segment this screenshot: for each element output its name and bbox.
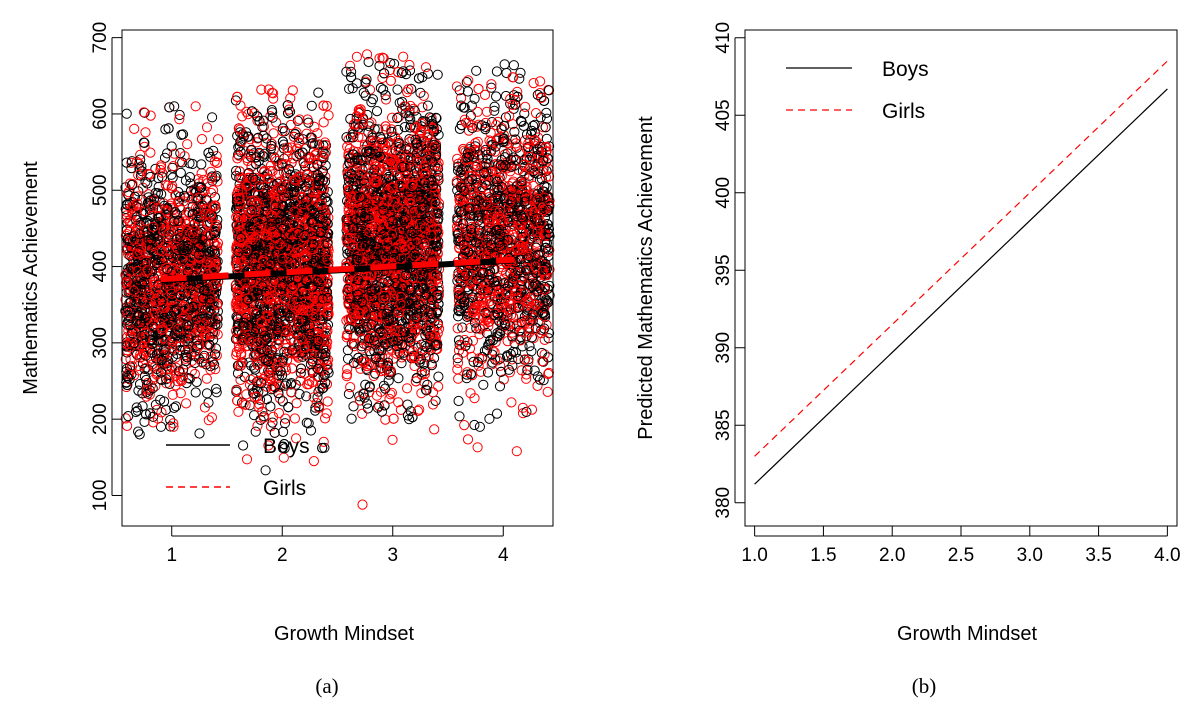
scatter-point: [207, 112, 218, 123]
scatter-point: [535, 76, 546, 87]
scatter-point: [345, 382, 356, 393]
scatter-point: [494, 381, 506, 392]
scatter-point: [201, 373, 212, 384]
scatter-point: [486, 82, 497, 93]
scatter-point: [506, 397, 517, 408]
scatter-point: [501, 67, 512, 79]
scatter-point: [391, 348, 402, 359]
scatter-point: [346, 413, 357, 424]
scatter-point: [311, 397, 322, 409]
scatter-point: [351, 51, 362, 62]
scatter-point: [384, 64, 395, 76]
scatter-point: [121, 108, 132, 119]
scatter-point: [388, 413, 399, 424]
scatter-point: [422, 68, 434, 79]
scatter-point: [484, 413, 495, 424]
scatter-point: [258, 151, 270, 162]
scatter-point: [167, 172, 178, 183]
scatter-point: [170, 401, 182, 412]
scatter-point: [510, 138, 521, 149]
scatter-point: [238, 440, 249, 451]
scatter-point: [291, 398, 302, 409]
scatter-point: [368, 370, 379, 382]
scatter-point: [473, 83, 484, 95]
scatter-point: [287, 85, 298, 96]
scatter-point: [526, 346, 537, 357]
scatter-point: [273, 408, 285, 419]
scatter-point: [265, 401, 276, 412]
scatter-point: [211, 383, 222, 394]
scatter-point: [133, 186, 144, 197]
panel-a-points: [120, 49, 555, 510]
scatter-point: [478, 379, 489, 390]
scatter-point: [420, 62, 432, 73]
scatter-point: [321, 408, 332, 419]
scatter-point: [514, 73, 525, 84]
scatter-point: [346, 66, 357, 78]
scatter-point: [398, 51, 409, 62]
scatter-point: [454, 411, 465, 422]
scatter-point: [433, 381, 444, 392]
scatter-point: [275, 393, 286, 404]
scatter-point: [393, 141, 404, 153]
scatter-point: [191, 376, 202, 388]
scatter-point: [466, 351, 477, 362]
scatter-point: [194, 428, 205, 439]
scatter-point: [387, 112, 398, 123]
scatter-point: [393, 397, 404, 408]
scatter-point: [395, 404, 406, 415]
scatter-point: [341, 369, 353, 380]
scatter-point: [190, 387, 201, 398]
scatter-point: [532, 380, 543, 391]
scatter-point: [213, 134, 224, 145]
scatter-point: [346, 72, 357, 83]
scatter-point: [279, 126, 290, 137]
scatter-point: [491, 66, 502, 77]
scatter-point: [343, 388, 354, 400]
scatter-point: [453, 373, 464, 384]
scatter-point: [526, 404, 538, 415]
scatter-point: [250, 426, 261, 437]
scatter-point: [181, 398, 192, 409]
scatter-point: [541, 113, 553, 124]
scatter-point: [393, 124, 404, 136]
scatter-point: [387, 434, 398, 445]
scatter-point: [235, 374, 246, 385]
scatter-point: [206, 412, 217, 423]
scatter-point: [528, 78, 539, 89]
scatter-point: [469, 419, 480, 431]
scatter-point: [524, 341, 535, 352]
scatter-point: [268, 93, 279, 104]
scatter-point: [140, 127, 151, 138]
scatter-point: [241, 454, 253, 465]
scatter-point: [208, 185, 219, 196]
scatter-point: [371, 106, 383, 117]
scatter-point: [392, 84, 403, 95]
scatter-point: [528, 120, 539, 131]
scatter-point: [201, 388, 213, 399]
scatter-point: [306, 100, 317, 111]
scatter-point: [471, 65, 482, 76]
scatter-point: [122, 188, 133, 200]
scatter-point: [429, 424, 440, 435]
scatter-point: [233, 142, 244, 153]
